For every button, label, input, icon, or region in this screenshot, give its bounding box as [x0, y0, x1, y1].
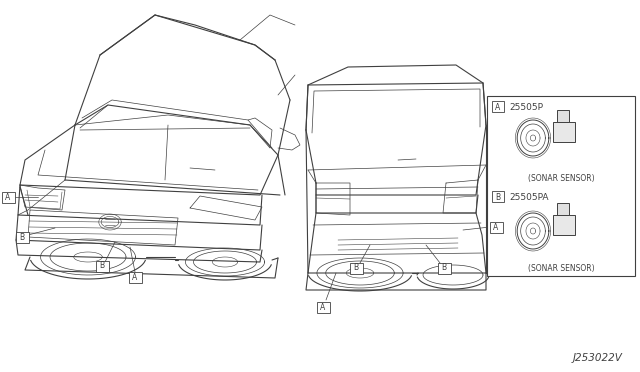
Text: A: A — [5, 192, 11, 202]
Text: B: B — [353, 263, 358, 273]
Bar — [95, 260, 109, 272]
Bar — [492, 191, 504, 202]
Text: 25505P: 25505P — [509, 103, 543, 112]
Bar — [553, 215, 575, 235]
Bar — [490, 221, 502, 232]
Text: (SONAR SENSOR): (SONAR SENSOR) — [528, 173, 595, 183]
Text: B: B — [495, 192, 500, 202]
Text: A: A — [493, 222, 499, 231]
Bar — [438, 263, 451, 273]
Text: 25505PA: 25505PA — [509, 192, 548, 202]
Bar — [487, 96, 635, 276]
Bar — [317, 301, 330, 312]
Bar — [129, 272, 141, 282]
Text: B: B — [99, 262, 104, 270]
Text: A: A — [132, 273, 138, 282]
Bar — [492, 101, 504, 112]
Bar — [15, 231, 29, 243]
Bar — [557, 203, 569, 215]
Bar — [349, 263, 362, 273]
Text: A: A — [321, 302, 326, 311]
Bar — [553, 122, 575, 142]
Bar — [557, 110, 569, 122]
Text: (SONAR SENSOR): (SONAR SENSOR) — [528, 263, 595, 273]
Bar — [1, 192, 15, 202]
Text: B: B — [442, 263, 447, 273]
Text: A: A — [495, 103, 500, 112]
Text: B: B — [19, 232, 24, 241]
Text: J253022V: J253022V — [573, 353, 623, 363]
